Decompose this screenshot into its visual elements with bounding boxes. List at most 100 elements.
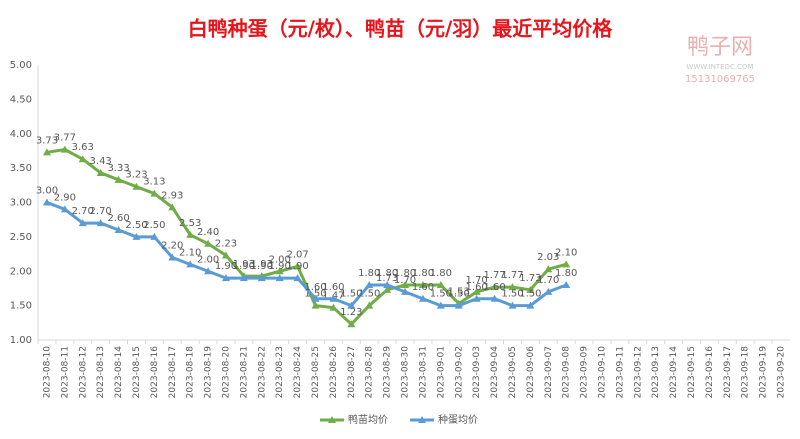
point-marker xyxy=(544,287,553,295)
point-marker xyxy=(78,219,87,227)
value-label: 2.00 xyxy=(269,254,291,265)
point-marker xyxy=(275,274,284,282)
x-tick-label: 2023-08-12 xyxy=(78,346,88,398)
x-tick-label: 2023-09-01 xyxy=(436,346,446,398)
point-marker xyxy=(96,219,105,227)
point-marker xyxy=(204,267,213,275)
x-tick-label: 2023-09-03 xyxy=(472,346,482,398)
value-label: 1.50 xyxy=(448,289,470,300)
value-label: 1.53 xyxy=(448,287,470,298)
point-marker xyxy=(383,281,392,288)
y-tick-label: 5.00 xyxy=(10,60,32,71)
x-tick-label: 2023-08-31 xyxy=(418,346,428,398)
x-tick-label: 2023-08-21 xyxy=(239,346,249,398)
point-marker xyxy=(132,182,141,190)
point-marker xyxy=(508,301,517,309)
x-tick-label: 2023-08-11 xyxy=(60,346,70,398)
value-label: 2.40 xyxy=(197,227,219,238)
point-marker xyxy=(42,148,51,156)
y-tick-label: 1.00 xyxy=(10,335,32,346)
value-label: 2.90 xyxy=(54,192,76,203)
x-tick-label: 2023-08-28 xyxy=(365,346,375,399)
value-label: 2.70 xyxy=(72,206,94,217)
value-label: 1.90 xyxy=(233,261,255,272)
x-tick-label: 2023-09-04 xyxy=(490,346,500,399)
point-marker xyxy=(347,301,356,309)
point-marker xyxy=(78,155,87,163)
point-marker xyxy=(329,294,338,302)
x-tick-label: 2023-08-13 xyxy=(96,346,106,398)
x-tick-label: 2023-09-12 xyxy=(633,346,643,398)
y-tick-label: 1.50 xyxy=(10,301,32,312)
point-marker xyxy=(311,301,320,309)
x-tick-label: 2023-08-30 xyxy=(401,346,411,399)
value-label: 1.73 xyxy=(519,273,541,284)
legend-marker xyxy=(418,416,426,423)
value-label: 1.80 xyxy=(555,268,577,279)
x-tick-label: 2023-09-17 xyxy=(723,346,733,398)
x-tick-label: 2023-08-27 xyxy=(347,346,357,398)
chart-title: 白鸭种蛋（元/枚）、鸭苗（元/羽）最近平均价格 xyxy=(188,17,614,41)
x-tick-label: 2023-08-20 xyxy=(222,346,232,399)
y-tick-label: 3.50 xyxy=(10,163,32,174)
x-tick-label: 2023-09-14 xyxy=(669,346,679,399)
value-label: 1.23 xyxy=(340,307,362,318)
point-marker xyxy=(257,274,266,282)
watermark-url: WWW.INTEDC.COM xyxy=(686,63,753,71)
x-tick-label: 2023-09-07 xyxy=(544,346,554,398)
point-marker xyxy=(401,281,410,288)
value-label: 1.50 xyxy=(340,289,362,300)
x-tick-label: 2023-08-26 xyxy=(329,346,339,399)
point-marker xyxy=(383,285,392,293)
series-line xyxy=(46,201,567,308)
point-marker xyxy=(365,281,374,288)
point-marker xyxy=(490,294,499,302)
y-tick-label: 2.00 xyxy=(10,266,32,277)
x-tick-label: 2023-08-10 xyxy=(42,346,52,399)
value-label: 1.50 xyxy=(519,289,541,300)
value-label: 2.03 xyxy=(537,252,559,263)
point-marker xyxy=(293,262,302,270)
value-label: 1.90 xyxy=(286,261,308,272)
x-tick-label: 2023-09-06 xyxy=(526,346,536,399)
x-tick-label: 2023-09-09 xyxy=(580,346,590,399)
point-marker xyxy=(132,232,141,240)
point-marker xyxy=(436,301,445,309)
point-marker xyxy=(401,287,410,295)
y-tick-label: 2.50 xyxy=(10,232,32,243)
value-label: 1.80 xyxy=(376,268,398,279)
watermark-phone: 15131069765 xyxy=(685,74,755,85)
y-tick-label: 3.00 xyxy=(10,198,32,209)
x-tick-label: 2023-08-15 xyxy=(132,346,142,398)
x-tick-label: 2023-09-10 xyxy=(598,346,608,399)
series-line xyxy=(46,148,567,327)
point-marker xyxy=(42,198,51,206)
point-marker xyxy=(436,281,445,288)
point-marker xyxy=(544,265,553,273)
y-tick-label: 4.50 xyxy=(10,94,32,105)
value-label: 3.43 xyxy=(90,156,112,167)
value-label: 1.93 xyxy=(233,259,255,270)
value-label: 1.70 xyxy=(466,275,488,286)
x-tick-label: 2023-08-16 xyxy=(150,346,160,399)
x-tick-label: 2023-09-15 xyxy=(687,346,697,398)
point-marker xyxy=(562,260,571,268)
value-label: 1.80 xyxy=(412,268,434,279)
value-label: 1.50 xyxy=(304,289,326,300)
x-tick-label: 2023-08-23 xyxy=(275,346,285,398)
x-tick-label: 2023-09-05 xyxy=(508,346,518,398)
point-marker xyxy=(365,301,374,309)
point-marker xyxy=(150,232,159,240)
x-tick-label: 2023-09-11 xyxy=(615,346,625,398)
watermark-name: 鸭子网 xyxy=(687,35,753,60)
point-marker xyxy=(347,320,356,328)
x-tick-label: 2023-09-18 xyxy=(741,346,751,399)
value-label: 1.50 xyxy=(501,289,523,300)
value-label: 2.00 xyxy=(197,254,219,265)
point-marker xyxy=(222,251,230,259)
point-marker xyxy=(508,283,517,291)
point-marker xyxy=(186,260,195,268)
point-marker xyxy=(490,283,499,291)
x-tick-label: 2023-09-08 xyxy=(562,346,572,399)
value-label: 1.90 xyxy=(251,261,273,272)
